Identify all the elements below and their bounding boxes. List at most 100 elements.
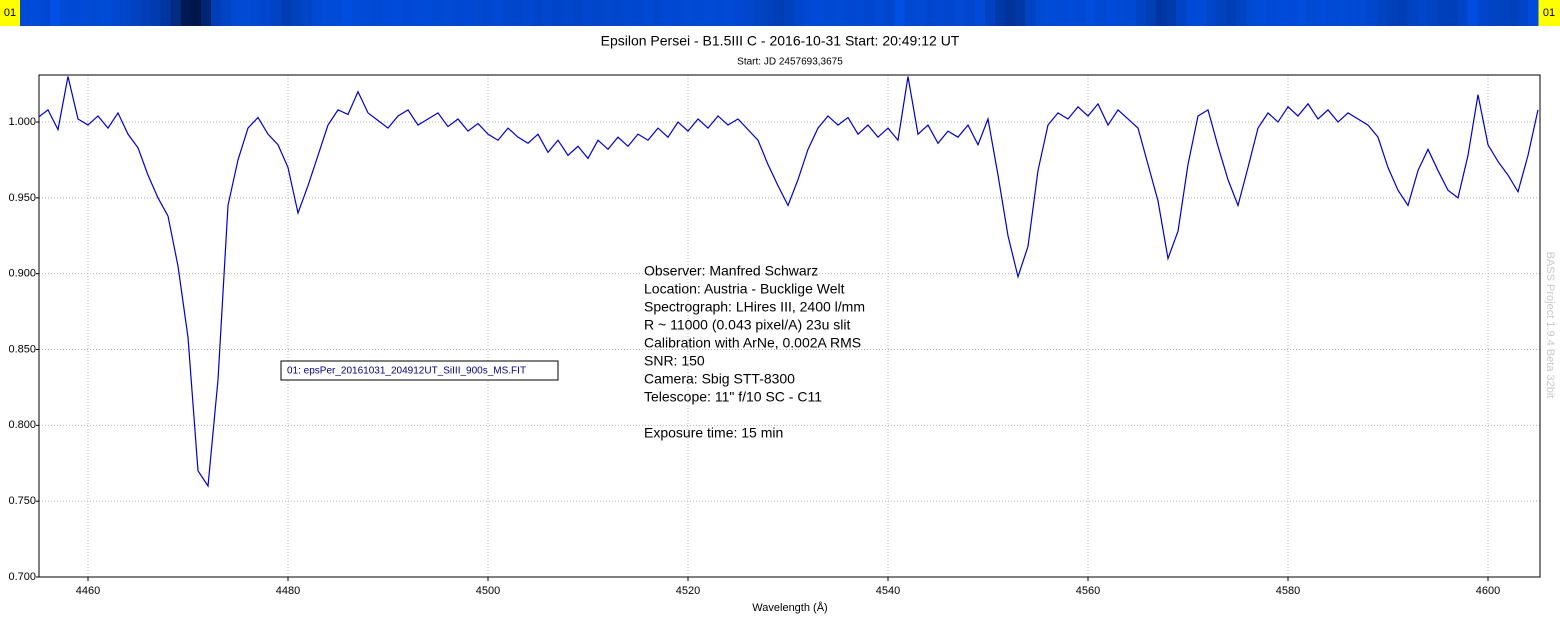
strip-cell	[80, 0, 91, 26]
annotation-line: Exposure time: 15 min	[644, 425, 783, 441]
strip-cell	[934, 0, 946, 26]
strip-cell	[472, 0, 483, 26]
annotation-line: R ~ 11000 (0.043 pixel/A) 23u slit	[644, 317, 850, 333]
strip-cell	[1145, 0, 1157, 26]
strip-cell	[1236, 0, 1247, 26]
strip-cell	[412, 0, 423, 26]
strip-cell	[1306, 0, 1318, 26]
strip-cell	[70, 0, 81, 26]
strip-cell	[733, 0, 745, 26]
strip-cell	[884, 0, 896, 26]
strip-cell	[1517, 0, 1529, 26]
strip-cell	[60, 0, 71, 26]
strip-cell	[904, 0, 916, 26]
strip-cell	[572, 0, 584, 26]
annotation-line: Telescope: 11" f/10 SC - C11	[644, 389, 822, 405]
annotation-line: Spectrograph: LHires III, 2400 l/mm	[644, 299, 865, 315]
strip-cell	[1497, 0, 1509, 26]
annotation-line: SNR: 150	[644, 353, 705, 369]
strip-cell	[1437, 0, 1449, 26]
plot-frame	[38, 74, 1541, 578]
strip-cell	[814, 0, 825, 26]
strip-cell	[1055, 0, 1067, 26]
strip-cell	[1346, 0, 1358, 26]
strip-label: 01	[1543, 7, 1555, 19]
strip-cell	[1377, 0, 1388, 26]
strip-cell	[20, 0, 31, 26]
x-tick-label: 4600	[1476, 585, 1500, 597]
annotation-line: Calibration with ArNe, 0.002A RMS	[644, 335, 861, 351]
strip-cell	[954, 0, 966, 26]
y-tick-label: 0.700	[8, 571, 36, 583]
strip-cell	[170, 0, 182, 26]
strip-cell	[924, 0, 936, 26]
strip-cell	[844, 0, 855, 26]
strip-cell	[1367, 0, 1378, 26]
strip-cell	[321, 0, 333, 26]
strip-cell	[1035, 0, 1046, 26]
strip-cell	[653, 0, 664, 26]
strip-cell	[1507, 0, 1519, 26]
strip-cell	[381, 0, 393, 26]
strip-cell	[753, 0, 765, 26]
strip-cell	[502, 0, 514, 26]
strip-cell	[1226, 0, 1237, 26]
strip-cell	[1216, 0, 1227, 26]
strip-cell	[1256, 0, 1268, 26]
strip-cell	[452, 0, 463, 26]
strip-cell	[1176, 0, 1187, 26]
x-axis-label: Wavelength (Å)	[752, 601, 827, 614]
strip-cell	[1417, 0, 1428, 26]
strip-cell	[371, 0, 383, 26]
strip-cell	[804, 0, 815, 26]
strip-cell	[944, 0, 956, 26]
strip-cell	[311, 0, 323, 26]
strip-cell	[995, 0, 1006, 26]
strip-cell	[110, 0, 122, 26]
strip-cell	[1085, 0, 1097, 26]
strip-cell	[1477, 0, 1489, 26]
strip-cell	[1276, 0, 1288, 26]
strip-cell	[1487, 0, 1499, 26]
strip-cell	[1015, 0, 1026, 26]
strip-cell	[1467, 0, 1479, 26]
strip-cell	[1115, 0, 1127, 26]
strip-cell	[301, 0, 313, 26]
y-tick-label: 0.850	[8, 343, 36, 355]
strip-cell	[1266, 0, 1278, 26]
strip-cell	[854, 0, 865, 26]
strip-cell	[1206, 0, 1217, 26]
strip-cell	[542, 0, 554, 26]
strip-cell	[1025, 0, 1036, 26]
strip-cell	[211, 0, 222, 26]
x-tick-label: 4520	[676, 585, 700, 597]
strip-cell	[673, 0, 684, 26]
strip-cell	[1397, 0, 1408, 26]
strip-cell	[130, 0, 142, 26]
x-tick-label: 4480	[276, 585, 300, 597]
strip-cell	[1186, 0, 1197, 26]
strip-cell	[633, 0, 644, 26]
strip-cell	[40, 0, 51, 26]
strip-cell	[985, 0, 996, 26]
strip-cell	[512, 0, 524, 26]
strip-label: 01	[4, 7, 16, 19]
strip-cell	[120, 0, 132, 26]
strip-cell	[1155, 0, 1167, 26]
strip-cell	[582, 0, 594, 26]
strip-cell	[713, 0, 725, 26]
strip-cell	[562, 0, 574, 26]
strip-cell	[140, 0, 152, 26]
strip-cell	[1166, 0, 1177, 26]
annotation-line: Camera: Sbig STT-8300	[644, 371, 795, 387]
strip-cell	[1246, 0, 1258, 26]
strip-cell	[1457, 0, 1469, 26]
x-tick-label: 4460	[76, 585, 100, 597]
y-tick-label: 0.900	[8, 268, 36, 280]
x-tick-label: 4540	[876, 585, 900, 597]
strip-cell	[964, 0, 976, 26]
strip-cell	[482, 0, 493, 26]
strip-cell	[291, 0, 302, 26]
